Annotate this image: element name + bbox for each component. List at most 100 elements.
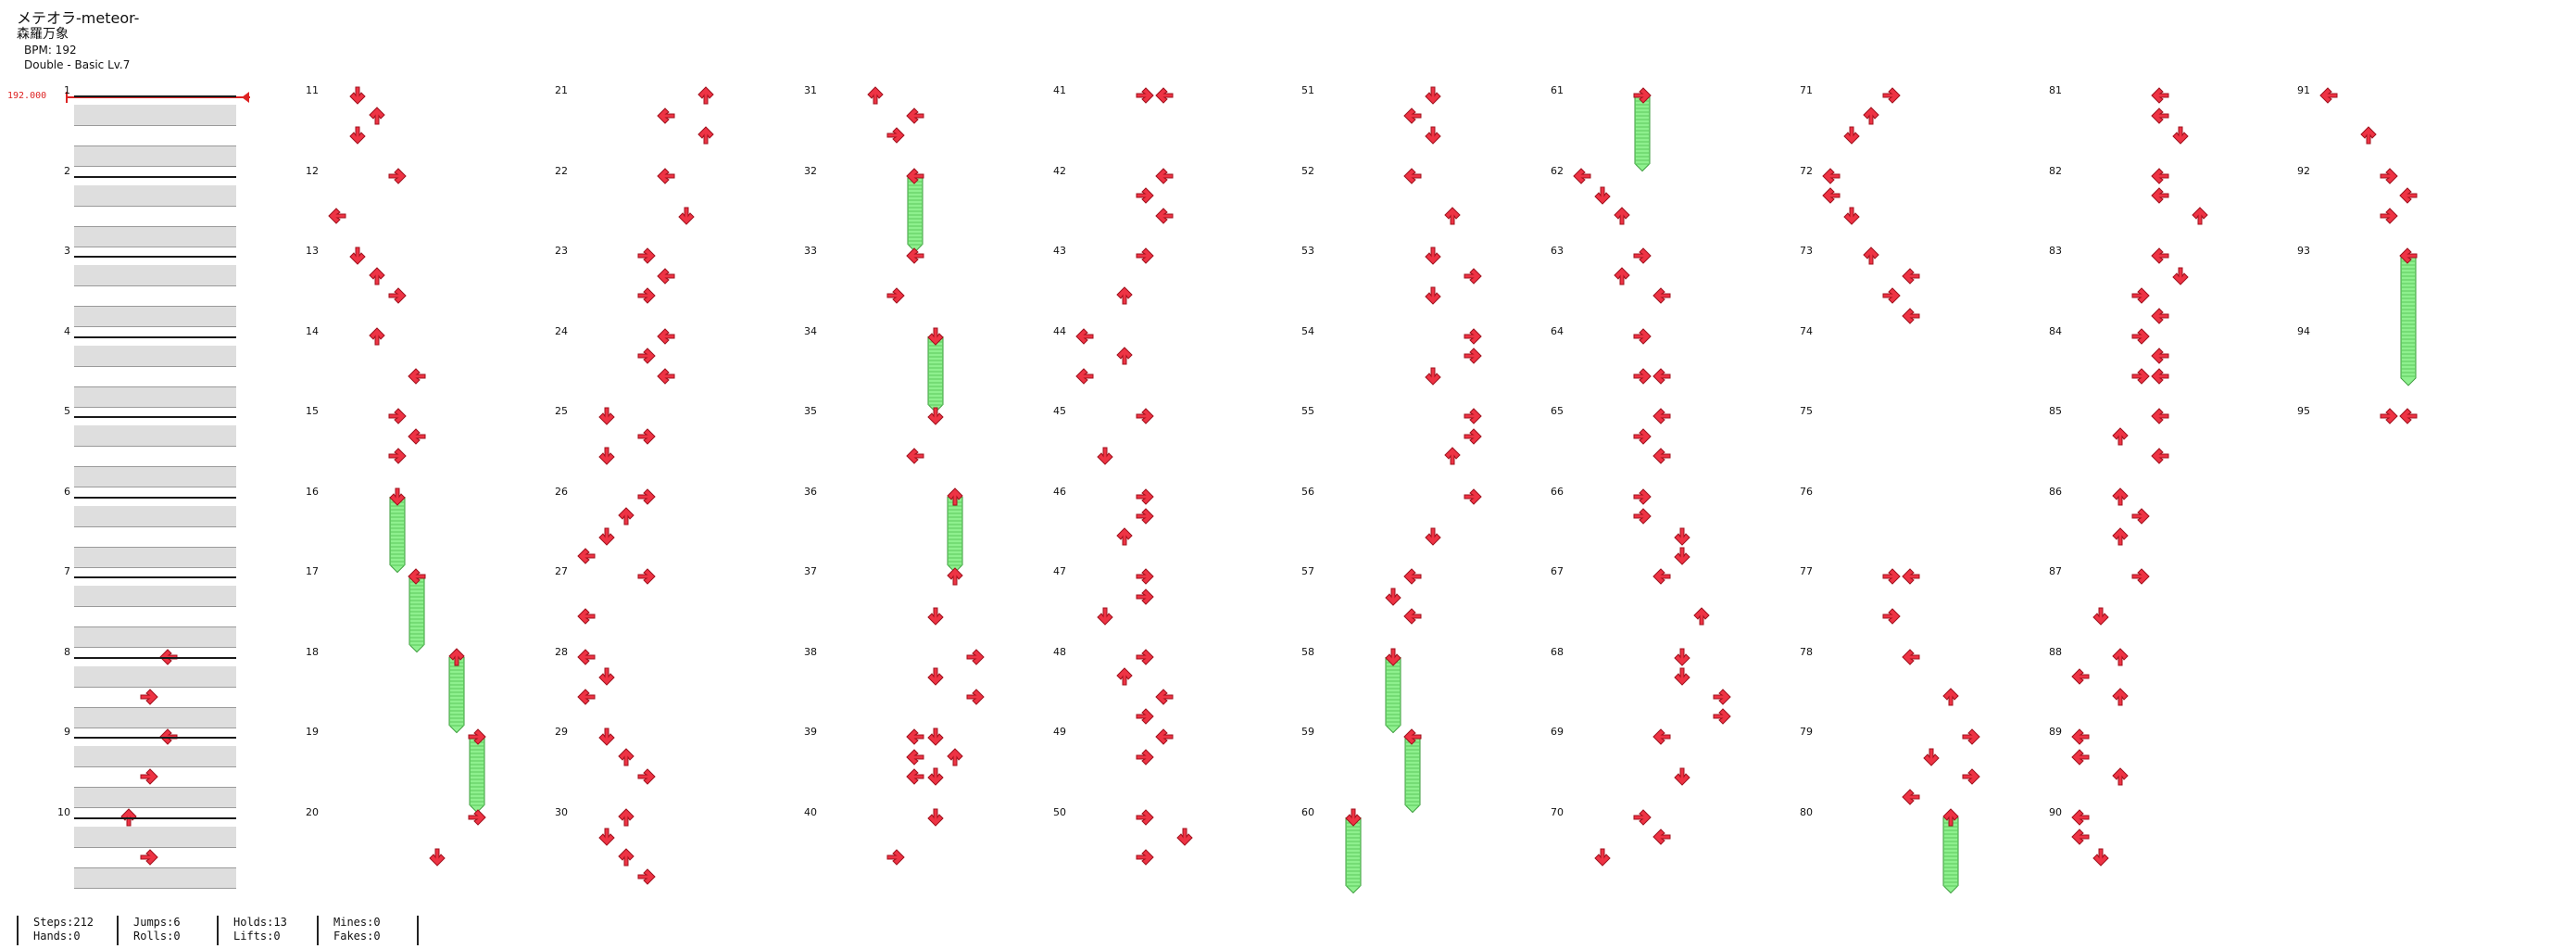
arrow-left-icon <box>1402 106 1423 126</box>
arrow-right-icon <box>1135 566 1155 587</box>
beat-band <box>74 746 236 766</box>
bpm-label: BPM: 192 <box>24 44 77 57</box>
beat-band <box>74 546 236 567</box>
beat-line <box>74 525 236 527</box>
arrow-right-icon <box>1712 706 1732 727</box>
arrow-right-icon <box>1632 807 1652 828</box>
measure-number: 26 <box>555 485 568 498</box>
arrow-left-icon <box>2150 185 2170 206</box>
arrow-right-icon <box>1135 406 1155 426</box>
arrow-left-icon <box>1901 266 1921 286</box>
arrow-up-icon <box>616 747 636 767</box>
arrow-right-icon <box>1632 487 1652 507</box>
measure-number: 70 <box>1551 805 1564 818</box>
chart-header: メテオラ-meteor- 森羅万象 BPM: 192 Double - Basi… <box>17 9 139 72</box>
arrow-up-icon <box>1612 206 1632 226</box>
beat-line <box>74 205 236 207</box>
arrow-down-icon <box>1921 747 1941 767</box>
measure-number: 95 <box>2297 405 2310 417</box>
hold-body <box>1634 95 1650 172</box>
measure-number: 67 <box>1551 565 1564 577</box>
stat-lifts: Lifts:0 <box>233 930 281 943</box>
hold-body <box>1404 737 1421 814</box>
beat-line <box>74 686 236 688</box>
arrow-right-icon <box>886 125 906 146</box>
hold-body <box>1942 816 1959 893</box>
arrow-right-icon <box>2379 166 2399 186</box>
measure-number: 14 <box>306 324 319 337</box>
arrow-right-icon <box>139 847 159 867</box>
measure-number: 59 <box>1301 726 1314 738</box>
measure-number: 73 <box>1800 245 1813 257</box>
difficulty-label: Double - Basic Lv.7 <box>24 58 131 71</box>
measure-number: 1 <box>64 84 70 96</box>
arrow-right-icon <box>2130 285 2151 306</box>
beat-line <box>74 846 236 848</box>
measure-number: 11 <box>306 84 319 96</box>
arrow-left-icon <box>2150 346 2170 366</box>
measure-number: 42 <box>1053 164 1066 177</box>
arrow-up-icon <box>1612 266 1632 286</box>
arrow-left-icon <box>407 366 427 386</box>
measure-number: 20 <box>306 805 319 818</box>
beat-band <box>74 466 236 487</box>
arrow-down-icon <box>1423 125 1443 146</box>
measure-number: 87 <box>2049 565 2062 577</box>
arrow-left-icon <box>2150 85 2170 106</box>
arrow-left-icon <box>2070 727 2091 747</box>
arrow-right-icon <box>636 766 657 787</box>
measure-bar-line <box>74 95 236 97</box>
arrow-down-icon <box>1383 587 1403 607</box>
measure-number: 78 <box>1800 645 1813 658</box>
beat-line <box>74 285 236 286</box>
arrow-right-icon <box>1135 807 1155 828</box>
arrow-down-icon <box>597 406 617 426</box>
arrow-up-icon <box>616 847 636 867</box>
measure-number: 33 <box>804 245 817 257</box>
arrow-right-icon <box>387 166 408 186</box>
stat-fakes: Fakes:0 <box>333 930 381 943</box>
arrow-right-icon <box>1463 266 1483 286</box>
stat-mines: Mines:0 <box>333 916 381 929</box>
arrow-right-icon <box>1463 346 1483 366</box>
arrow-right-icon <box>636 487 657 507</box>
beat-band <box>74 105 236 125</box>
measure-number: 64 <box>1551 324 1564 337</box>
measure-number: 43 <box>1053 245 1066 257</box>
beat-band <box>74 787 236 807</box>
arrow-right-icon <box>1881 85 1902 106</box>
arrow-right-icon <box>2379 206 2399 226</box>
arrow-right-icon <box>1135 185 1155 206</box>
arrow-right-icon <box>636 566 657 587</box>
arrow-up-icon <box>1114 346 1135 366</box>
arrow-left-icon <box>1821 166 1841 186</box>
measure-number: 90 <box>2049 805 2062 818</box>
arrow-left-icon <box>2398 406 2419 426</box>
measure-number: 82 <box>2049 164 2062 177</box>
beat-band <box>74 265 236 285</box>
arrow-right-icon <box>636 867 657 887</box>
arrow-right-icon <box>1463 487 1483 507</box>
arrow-up-icon <box>616 506 636 526</box>
beat-line <box>74 647 236 648</box>
arrow-down-icon <box>2170 125 2191 146</box>
arrow-down-icon <box>1423 366 1443 386</box>
arrow-down-icon <box>1343 807 1363 828</box>
arrow-right-icon <box>1632 366 1652 386</box>
measure-number: 48 <box>1053 645 1066 658</box>
measure-number: 47 <box>1053 565 1066 577</box>
arrow-down-icon <box>2091 606 2111 626</box>
beat-line <box>74 787 236 788</box>
hold-body <box>389 496 405 573</box>
measure-number: 44 <box>1053 324 1066 337</box>
arrow-left-icon <box>1901 787 1921 807</box>
arrow-left-icon <box>2070 666 2091 687</box>
measure-bar-line <box>74 656 236 659</box>
arrow-left-icon <box>1074 366 1095 386</box>
beat-line <box>74 306 236 307</box>
arrow-down-icon <box>1175 827 1195 847</box>
arrow-down-icon <box>1423 285 1443 306</box>
arrow-right-icon <box>1632 426 1652 447</box>
measure-bar-line <box>74 816 236 819</box>
arrow-down-icon <box>1423 526 1443 547</box>
